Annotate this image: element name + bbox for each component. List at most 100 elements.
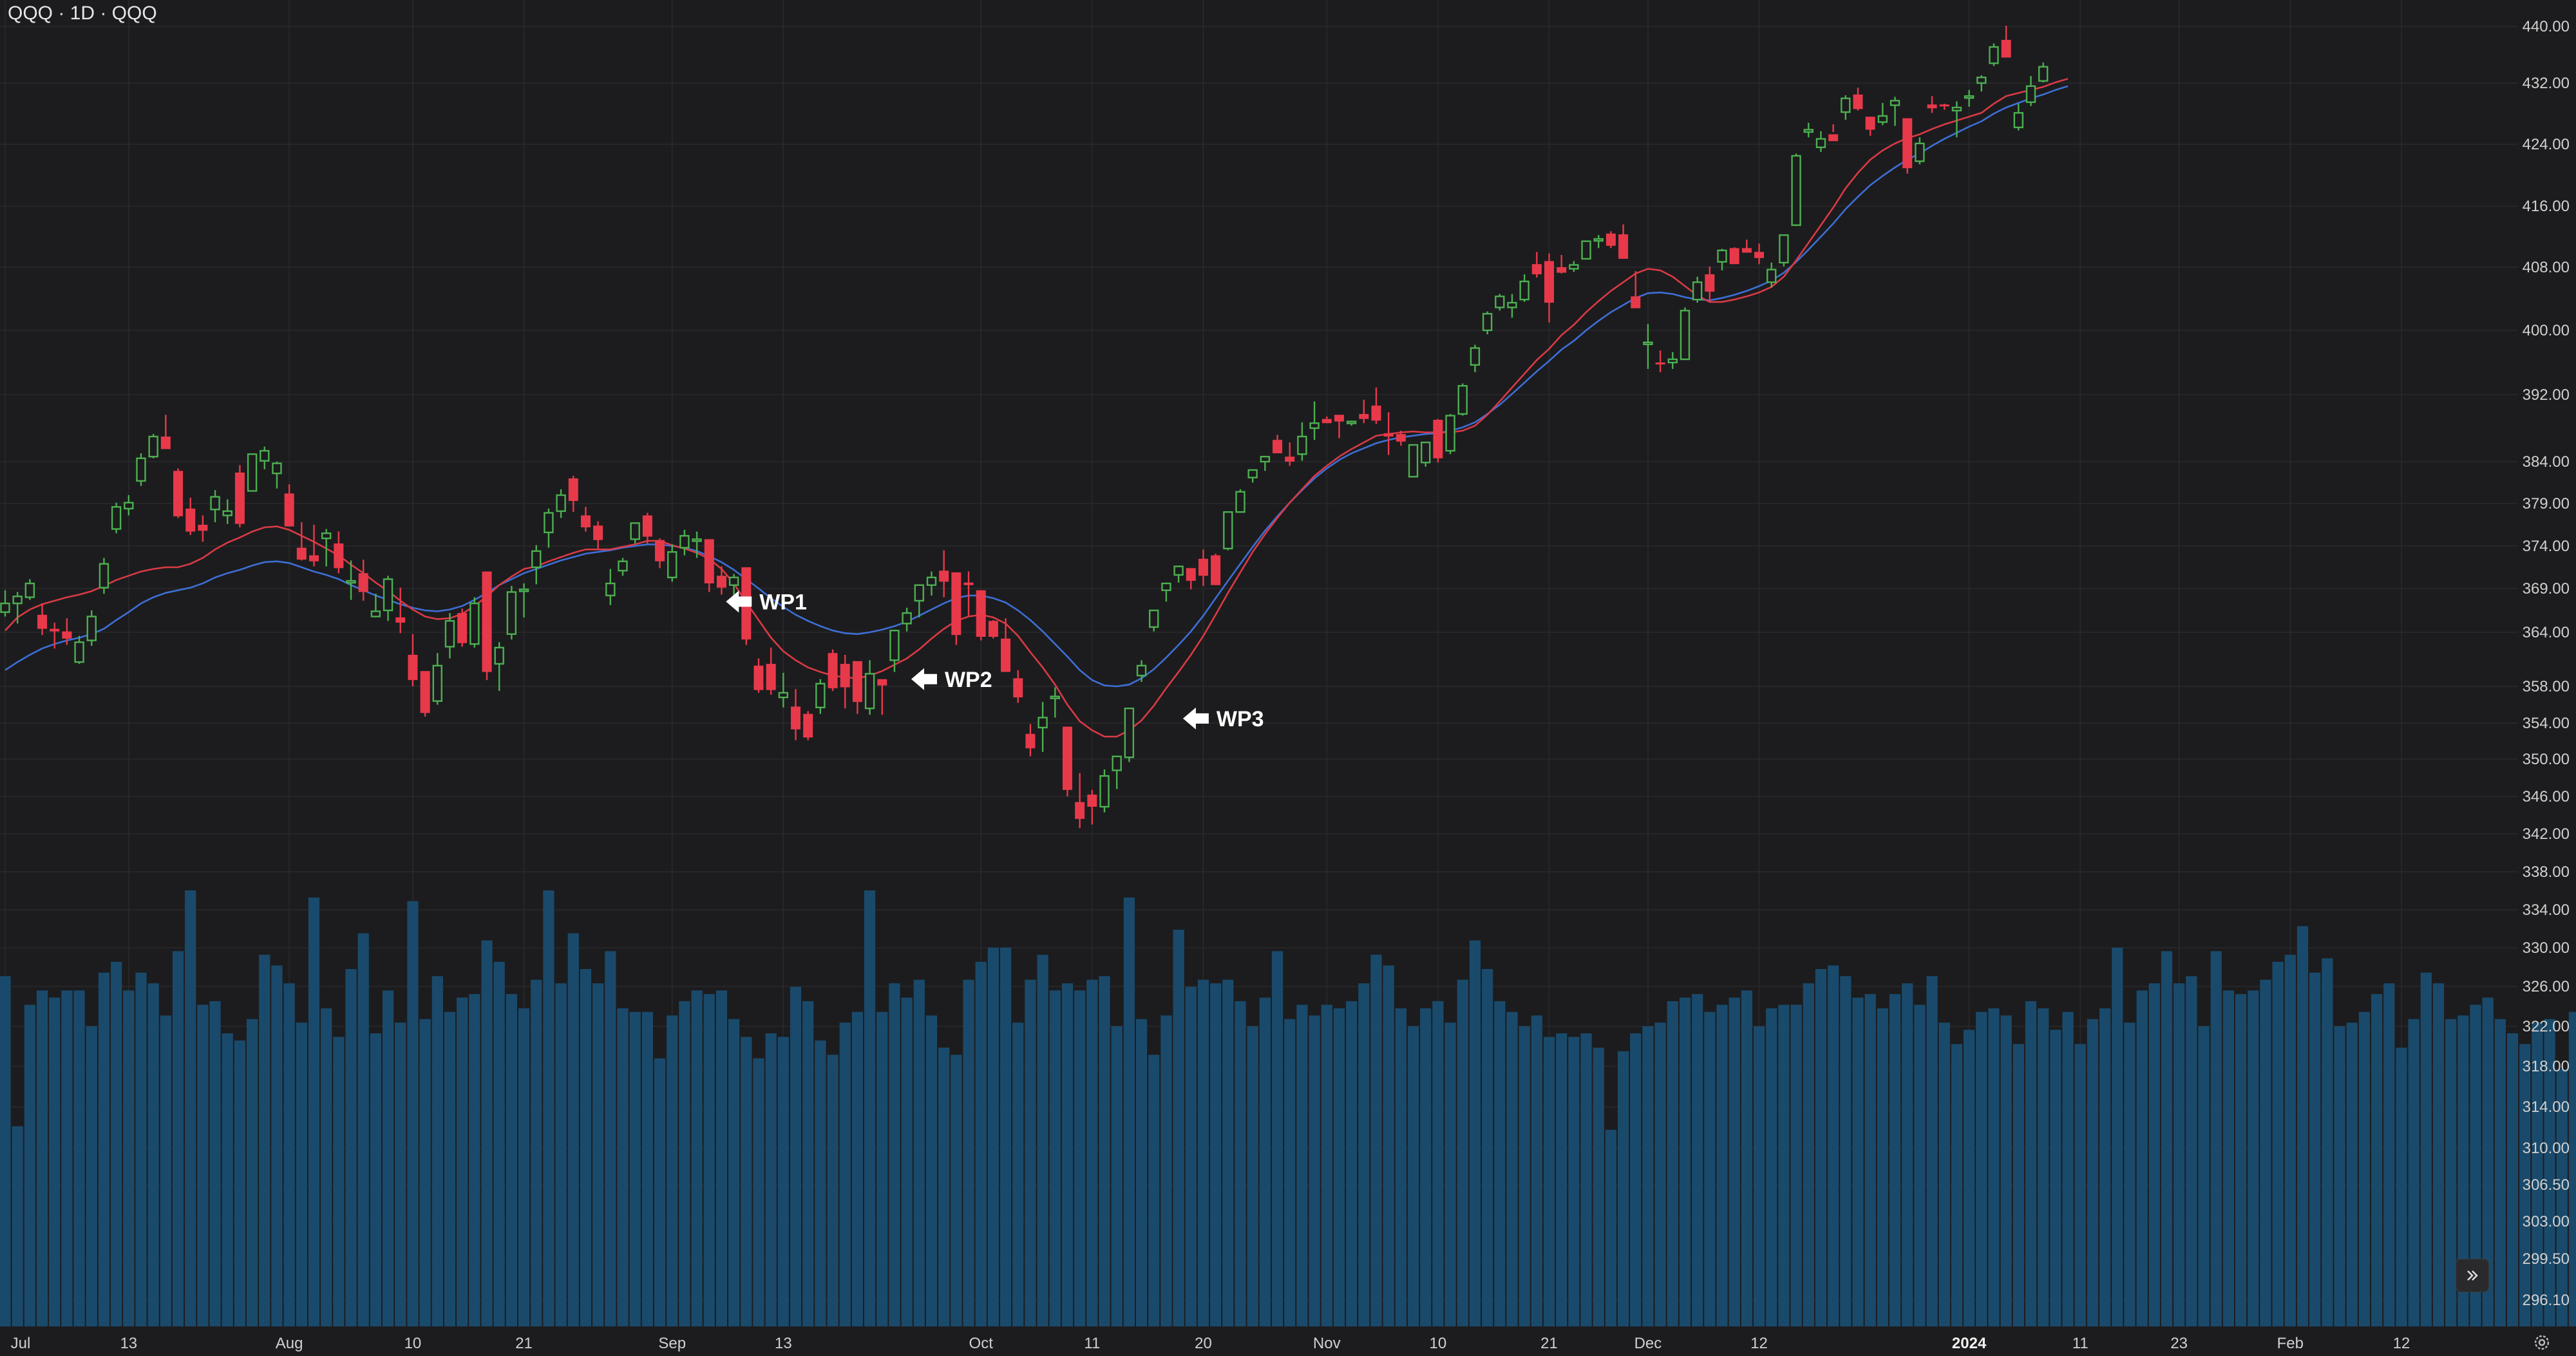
candle <box>1754 243 1765 265</box>
candle-body <box>62 631 72 639</box>
volume-bar <box>259 954 270 1326</box>
volume-bar <box>1543 1037 1555 1326</box>
candle <box>1050 687 1061 718</box>
candle <box>1383 412 1394 455</box>
volume-bar <box>999 947 1012 1326</box>
volume-bar <box>2161 951 2173 1326</box>
candle <box>86 610 97 646</box>
candle-body <box>358 573 368 592</box>
candle <box>667 544 677 582</box>
candle-body <box>1581 240 1591 260</box>
candle-body <box>1482 313 1493 332</box>
candle-body <box>1396 434 1406 442</box>
candle <box>1445 413 1455 455</box>
candle-body <box>1186 568 1196 581</box>
volume-bar <box>2222 990 2234 1326</box>
volume-bar <box>1135 1019 1148 1326</box>
volume-bar <box>889 983 900 1326</box>
candle <box>753 658 764 693</box>
candle <box>148 434 158 458</box>
candle-body <box>1841 97 1851 113</box>
candle-body <box>1136 664 1147 677</box>
volume-bar <box>654 1058 666 1326</box>
candle <box>1631 271 1641 308</box>
candle-body <box>383 578 393 612</box>
volume-bar <box>2099 1008 2111 1326</box>
volume-bar <box>1877 1008 1888 1326</box>
candle <box>506 586 517 640</box>
candle <box>914 584 925 617</box>
candle-body <box>1247 469 1258 478</box>
candle-body <box>1297 435 1307 455</box>
candle-body <box>1037 717 1048 729</box>
volume-bar <box>395 1022 406 1326</box>
candle <box>444 613 455 659</box>
gear-icon <box>2534 1335 2550 1350</box>
volume-bar <box>605 951 616 1326</box>
candle <box>1359 399 1369 424</box>
volume-bar <box>493 961 505 1326</box>
volume-bar <box>1444 1022 1456 1326</box>
candle-body <box>296 547 307 560</box>
volume-bar <box>1420 1008 1432 1326</box>
candle-body <box>1803 129 1814 133</box>
volume-bar <box>24 1004 35 1326</box>
x-tick-label: Sep <box>658 1335 686 1352</box>
volume-bar <box>1271 951 1283 1326</box>
candle <box>791 689 801 740</box>
volume-bar <box>2506 1033 2519 1326</box>
candle-body <box>1013 678 1023 698</box>
volume-bar <box>1926 976 1938 1326</box>
volume-bar <box>2112 947 2123 1326</box>
volume-bar <box>1938 1022 1950 1326</box>
candle-body <box>1211 555 1221 585</box>
volume-bar <box>1037 954 1048 1326</box>
volume-bar <box>2148 983 2160 1326</box>
candle-body <box>556 494 566 513</box>
x-tick-label: 12 <box>1750 1335 1768 1352</box>
candle-body <box>124 502 134 510</box>
settings-button[interactable] <box>2531 1332 2553 1353</box>
candle-body <box>309 555 319 561</box>
y-tick-label: 350.00 <box>2523 751 2570 768</box>
candle <box>1482 311 1493 335</box>
volume-bar <box>481 940 493 1326</box>
volume-bar <box>2210 951 2222 1326</box>
candle-body <box>1680 310 1690 361</box>
volume-bar <box>370 1033 381 1326</box>
candle <box>1124 707 1135 762</box>
candle-body <box>1173 565 1184 576</box>
candle <box>1841 95 1851 120</box>
volume-bar <box>185 890 196 1326</box>
candle-body <box>1877 115 1888 123</box>
candle <box>1779 234 1789 267</box>
volume-bar <box>1407 1026 1419 1326</box>
x-tick-label: Jul <box>11 1335 31 1352</box>
volume-bar <box>357 933 369 1326</box>
candle <box>457 608 468 647</box>
candle-body <box>840 664 850 688</box>
x-tick-label: 23 <box>2170 1335 2188 1352</box>
candle-body <box>1359 413 1369 419</box>
volume-bar <box>1617 1051 1629 1326</box>
x-tick-label: 20 <box>1195 1335 1212 1352</box>
arrow-left-icon <box>726 590 752 613</box>
candle-body <box>272 462 282 475</box>
volume-bar <box>135 972 147 1326</box>
candle <box>1285 442 1295 466</box>
volume-bar <box>2235 993 2247 1326</box>
candle <box>1519 274 1530 302</box>
candle <box>1309 401 1320 440</box>
volume-bar <box>111 961 122 1326</box>
expand-button[interactable] <box>2456 1259 2489 1292</box>
candle-body <box>2025 85 2036 103</box>
candle <box>692 531 702 558</box>
volume-bar <box>1667 1001 1678 1326</box>
volume-bar <box>975 961 987 1326</box>
candle <box>62 618 72 645</box>
candle <box>1976 75 1987 92</box>
volume-bar <box>234 1041 246 1326</box>
candle <box>260 446 270 469</box>
volume-bar <box>2198 1026 2210 1326</box>
